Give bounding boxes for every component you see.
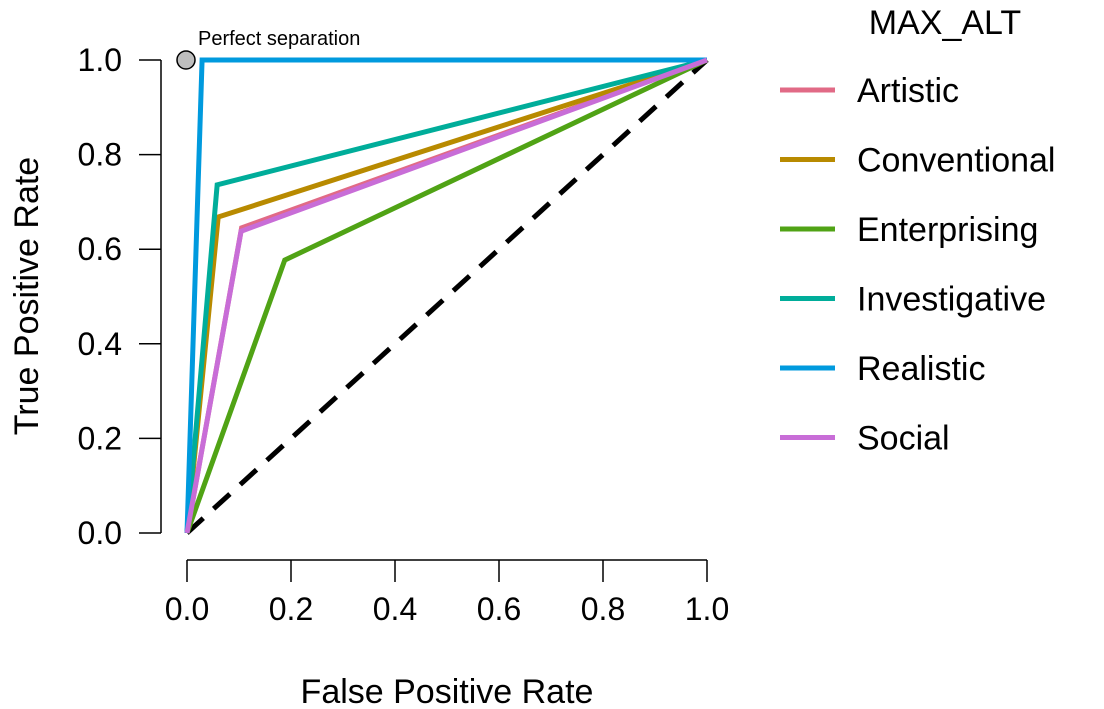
x-tick-label: 0.8 [581, 591, 625, 627]
series-line-enterprising [184, 57, 709, 534]
legend-label: Artistic [857, 72, 959, 110]
x-tick-label: 0.6 [477, 591, 521, 627]
reference-line-group [185, 58, 709, 535]
perfect-separation-label: Perfect separation [198, 28, 360, 50]
legend-item-conventional: Conventional [780, 142, 1055, 180]
legend-title: MAX_ALT [869, 4, 1021, 42]
y-tick-label: 0.2 [78, 420, 122, 456]
legend-label: Enterprising [857, 211, 1038, 249]
series-line-social [184, 57, 708, 534]
legend-item-investigative: Investigative [780, 281, 1046, 319]
y-tick-label: 0.6 [78, 231, 122, 267]
legend-label: Investigative [857, 281, 1046, 319]
x-tick-label: 0.0 [165, 591, 209, 627]
y-tick-label: 0.8 [78, 137, 122, 173]
series-line-investigative [184, 57, 708, 534]
series-line-realistic [184, 57, 707, 534]
y-tick-label: 0.4 [78, 326, 122, 362]
legend-label: Conventional [857, 142, 1055, 180]
legend-label: Social [857, 420, 950, 458]
legend-label: Realistic [857, 350, 985, 388]
x-tick-label: 0.2 [269, 591, 313, 627]
x-axis: 0.0 0.2 0.4 0.6 0.8 1.0 [165, 559, 729, 627]
legend-item-artistic: Artistic [780, 72, 959, 110]
perfect-separation-marker [176, 50, 196, 70]
y-tick-label: 1.0 [78, 42, 122, 78]
x-axis-title: False Positive Rate [301, 673, 594, 709]
legend-item-enterprising: Enterprising [780, 211, 1038, 249]
legend-item-realistic: Realistic [780, 350, 985, 388]
x-tick-label: 1.0 [685, 591, 729, 627]
reference-line-chance [185, 58, 709, 535]
y-axis: 0.0 0.2 0.4 0.6 0.8 1.0 [78, 42, 162, 551]
legend-item-social: Social [780, 420, 950, 458]
y-axis-title: True Positive Rate [8, 157, 46, 435]
series-lines [184, 57, 709, 534]
legend: MAX_ALT Artistic Conventional Enterprising… [780, 4, 1055, 458]
y-tick-label: 0.0 [78, 515, 122, 551]
x-tick-label: 0.4 [373, 591, 417, 627]
annotations: Perfect separation [176, 28, 360, 70]
